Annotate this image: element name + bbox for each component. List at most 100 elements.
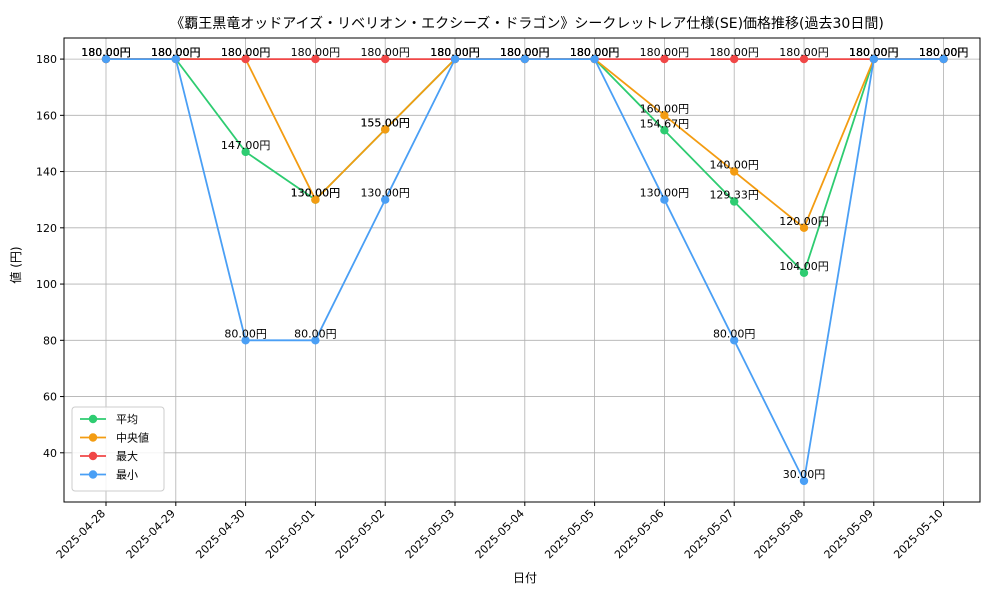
y-tick-label: 60	[43, 391, 57, 404]
data-label: 180.00円	[570, 46, 620, 59]
data-label: 180.00円	[779, 46, 829, 59]
data-label: 180.00円	[919, 46, 969, 59]
y-tick-label: 100	[36, 278, 57, 291]
data-label: 154.67円	[640, 117, 690, 130]
x-tick-label: 2025-05-04	[473, 507, 527, 561]
data-point	[799, 268, 809, 278]
data-label: 30.00円	[783, 468, 826, 481]
data-point	[799, 223, 809, 233]
data-point	[311, 54, 320, 64]
data-point	[799, 54, 809, 64]
y-tick-label: 80	[43, 334, 57, 347]
chart-title: 《覇王黒竜オッドアイズ・リベリオン・エクシーズ・ドラゴン》シークレットレア仕様(…	[170, 15, 884, 32]
data-point	[241, 147, 250, 157]
x-tick-label: 2025-04-28	[54, 507, 108, 561]
data-label: 180.00円	[500, 46, 550, 59]
legend-label: 平均	[116, 413, 138, 426]
data-label: 80.00円	[224, 327, 267, 340]
data-point	[939, 54, 948, 64]
x-tick-label: 2025-05-01	[263, 507, 317, 561]
data-label: 180.00円	[291, 46, 341, 59]
data-label: 180.00円	[919, 46, 969, 59]
data-label: 180.00円	[81, 46, 131, 59]
data-label: 180.00円	[919, 46, 969, 59]
data-label: 180.00円	[151, 46, 201, 59]
data-point	[381, 125, 390, 134]
legend-label: 最小	[116, 469, 138, 482]
y-tick-label: 180	[36, 53, 57, 66]
data-label: 180.00円	[81, 46, 131, 59]
data-label: 180.00円	[151, 46, 201, 59]
data-label: 180.00円	[221, 46, 271, 59]
data-label: 120.00円	[779, 215, 829, 228]
legend-swatch-marker	[88, 414, 98, 424]
data-point	[660, 111, 669, 120]
data-label: 180.00円	[151, 46, 201, 59]
x-tick-label: 2025-05-06	[612, 507, 666, 561]
data-point	[730, 54, 739, 64]
data-point	[241, 336, 250, 345]
data-label: 180.00円	[360, 46, 410, 59]
data-point	[171, 54, 180, 64]
data-point	[101, 54, 111, 64]
data-point	[799, 476, 809, 486]
data-point	[660, 126, 669, 135]
legend-swatch-marker	[88, 433, 98, 442]
x-tick-label: 2025-05-09	[822, 507, 876, 561]
data-point	[660, 54, 669, 64]
x-tick-label: 2025-05-05	[542, 507, 596, 561]
y-tick-label: 40	[43, 447, 57, 460]
plot-frame	[63, 37, 981, 503]
x-tick-label: 2025-05-03	[403, 507, 457, 561]
legend-swatch-marker	[88, 470, 98, 479]
x-tick-label: 2025-05-08	[752, 507, 806, 561]
x-tick-label: 2025-04-29	[124, 507, 178, 561]
data-point	[311, 195, 320, 204]
legend-label: 最大	[116, 449, 138, 463]
data-label: 140.00円	[709, 159, 759, 172]
y-tick-label: 120	[36, 222, 57, 235]
data-label: 180.00円	[81, 46, 131, 59]
data-labels: 180.00円 180.00円 147.00円 130.00円 155.00円 180.0…	[81, 46, 968, 481]
data-label: 180.00円	[221, 46, 271, 59]
data-point	[730, 336, 739, 345]
y-tick-label: 140	[36, 166, 57, 179]
data-label: 130.00円	[360, 187, 410, 200]
data-label: 180.00円	[430, 46, 480, 59]
data-label: 180.00円	[640, 46, 690, 59]
x-tick-label: 2025-04-30	[193, 507, 247, 561]
data-label: 130.00円	[640, 187, 690, 200]
data-label: 160.00円	[640, 102, 690, 115]
data-point	[660, 195, 669, 204]
data-point	[241, 54, 250, 64]
legend-label: 中央値	[116, 432, 149, 445]
data-label: 155.00円	[360, 116, 410, 129]
data-point	[381, 195, 390, 204]
data-label: 129.33円	[709, 189, 759, 202]
series-3	[101, 54, 948, 486]
data-point	[450, 54, 460, 64]
data-label: 130.00円	[291, 187, 341, 200]
data-point	[730, 167, 739, 176]
x-axis-title: 日付	[513, 571, 537, 585]
data-label: 180.00円	[570, 46, 620, 59]
data-label: 80.00円	[294, 327, 337, 340]
data-label: 147.00円	[221, 139, 271, 152]
data-point	[730, 197, 739, 206]
legend-swatch-marker	[88, 451, 98, 461]
data-point	[520, 54, 529, 64]
data-point	[311, 336, 320, 345]
data-point	[869, 54, 878, 64]
data-label: 180.00円	[430, 46, 480, 59]
data-label: 180.00円	[849, 46, 899, 59]
data-label: 180.00円	[81, 46, 131, 59]
data-label: 180.00円	[430, 46, 480, 59]
data-label: 180.00円	[500, 46, 550, 59]
data-label: 80.00円	[713, 327, 756, 340]
data-point	[381, 54, 390, 64]
data-point	[590, 54, 599, 64]
data-label: 180.00円	[500, 46, 550, 59]
